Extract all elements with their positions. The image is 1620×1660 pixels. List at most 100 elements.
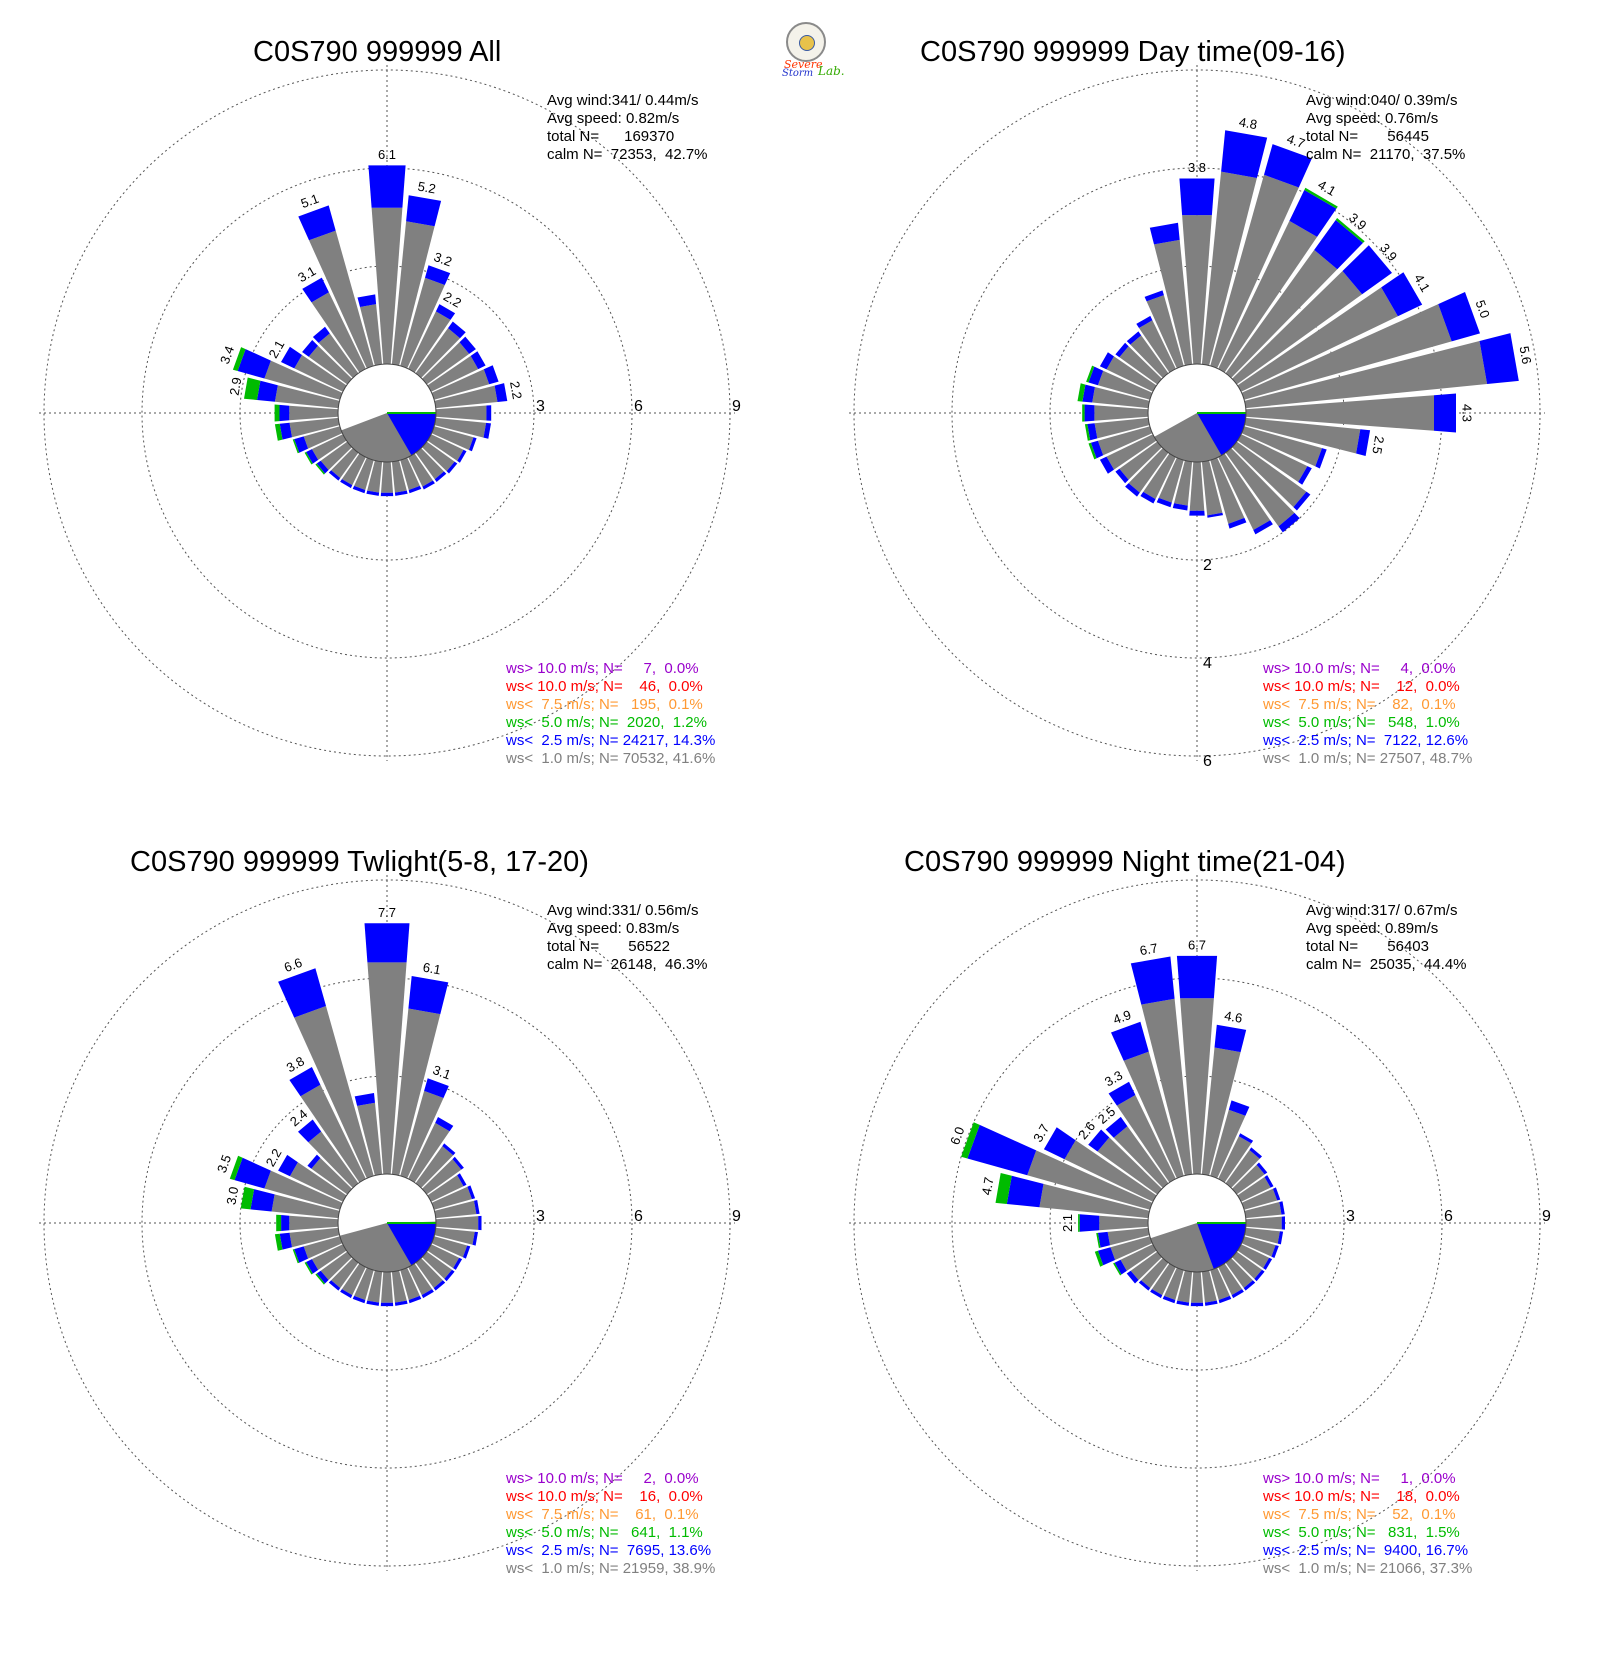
sector-bar-lt-2-5 [408,976,449,1015]
sector-bar-lt-2-5 [1263,1257,1273,1270]
sector-bar-lt-2-5 [1088,366,1104,386]
sector-bar-calm-lt-1 [435,1216,479,1230]
sector-bar-calm-lt-1 [1154,239,1193,366]
sector-bar-lt-2-5 [472,1231,478,1246]
sector-bar-calm-lt-1 [1225,249,1338,378]
sector-bar-lt-2-5 [457,449,467,463]
sector-bar-calm-lt-1 [434,1227,475,1245]
grid-ring [141,977,633,1469]
sector-bar-calm-lt-1 [431,1186,472,1210]
sector-bar-calm-lt-1 [311,292,366,373]
sector-bar-lt-2-5 [1298,466,1312,485]
sector-bar-calm-lt-1 [289,1227,340,1248]
sector-bar-lt-2-5 [1434,393,1456,433]
sector-bar-lt-5 [1088,442,1097,460]
sector-bar-calm-lt-1 [1039,1183,1150,1219]
sector-bar-lt-2-5 [1281,1216,1285,1230]
legend-ws-lt-2-5: ws< 2.5 m/s; N= 24217, 14.3% [506,732,716,749]
sector-bar-lt-2-5 [366,1300,380,1306]
ring-label: 6 [1203,753,1212,770]
sector-bar-lt-2-5 [1254,1269,1265,1282]
sector-bar-lt-2-5 [967,1124,1037,1176]
sector-bar-calm-lt-1 [1232,271,1363,385]
windrose-panel-night: 6.7 4.6 2.1 4.7 6.0 3.7 2.6 2.5 3.3 4.9 6.7 3 6 9 C0S… [810,810,1620,1640]
sector-bar-calm-lt-1 [371,207,403,365]
sector-bar-calm-lt-1 [1210,1267,1230,1300]
ring-label: 3 [1346,1208,1355,1225]
sector-bar-calm-lt-1 [1210,457,1245,524]
sector-bar-calm-lt-1 [1116,1095,1176,1183]
calm-pie-blue [1197,1223,1246,1269]
sector-bar-lt-2-5 [1162,1295,1176,1304]
sector-bar-lt-2-5 [279,1232,292,1250]
sector-bar-lt-2-5 [1099,352,1114,370]
legend-ws-lt-1: ws< 1.0 m/s; N= 70532, 41.6% [506,750,716,767]
calm-n: calm N= 26148, 46.3% [547,956,708,973]
sector-value-label: 4.7 [1285,131,1307,151]
sector-bar-calm-lt-1 [400,457,420,490]
sector-bar-calm-lt-1 [1182,215,1212,365]
legend-ws-lt-5: ws< 5.0 m/s; N= 548, 1.0% [1263,714,1460,731]
sector-bar-calm-lt-1 [1218,453,1271,530]
sector-bar-lt-2-5 [1088,1129,1110,1152]
windrose-panel-all: 6.1 5.2 3.2 2.2 2.2 2.9 3.4 2.1 3.1 5.1 3 6 9 C0S790… [0,0,810,830]
logo-word-severe: Severe [784,58,823,71]
sector-bar-calm-lt-1 [1225,448,1295,527]
sector-bar-calm-lt-1 [264,360,343,400]
sector-bar-calm-lt-1 [360,304,383,366]
sector-bar-calm-lt-1 [1141,1258,1169,1288]
legend-ws-lt-2-5: ws< 2.5 m/s; N= 9400, 16.7% [1263,1542,1469,1559]
sector-bar-lt-2-5 [1149,222,1180,245]
sector-bar-lt-2-5 [1228,1100,1250,1116]
sector-bar-lt-2-5 [483,422,491,439]
sector-bar-calm-lt-1 [367,1270,383,1303]
sector-bar-lt-2-5 [1264,144,1312,188]
sector-bar-calm-lt-1 [331,1258,359,1288]
sector-value-label: 6.6 [282,955,304,975]
legend-ws-gt-10: ws> 10.0 m/s; N= 7, 0.0% [506,660,699,677]
avg-wind: Avg wind:317/ 0.67m/s [1306,902,1458,919]
sector-bar-lt-2-5 [444,1269,455,1282]
calm-circle-border [337,363,437,463]
sector-bar-calm-lt-1 [415,1258,443,1288]
sector-bar-lt-2-5 [1125,483,1140,497]
logo-word-lab: Lab. [818,64,845,78]
sector-bar-calm-lt-1 [1241,304,1452,400]
sector-bar-lt-2-5 [1111,1021,1149,1061]
sector-bar-lt-2-5 [1099,456,1114,474]
sector-bar-calm-lt-1 [422,1251,452,1279]
sector-bar-lt-5 [276,1214,282,1232]
legend-ws-lt-10: ws< 10.0 m/s; N= 18, 0.0% [1263,1488,1460,1505]
sector-bar-lt-2-5 [468,437,477,452]
sector-bar-calm-lt-1 [1177,1270,1193,1303]
sector-bar-lt-2-5 [446,461,458,474]
sector-bar-calm-lt-1 [422,441,455,472]
sector-bar-lt-5 [1113,1262,1122,1276]
sector-bar-calm-lt-1 [1225,1150,1260,1188]
sector-bar-lt-2-5 [281,346,302,369]
sector-bar-lt-2-5 [278,968,326,1018]
sector-value-label: 3.5 [214,1153,234,1175]
ring-label: 3 [536,1208,545,1225]
sector-bar-calm-lt-1 [1241,1188,1278,1210]
sector-bar-calm-lt-1 [1218,1136,1252,1183]
sector-bar-calm-lt-1 [391,1008,441,1176]
sector-bar-calm-lt-1 [1245,395,1434,431]
sector-bar-calm-lt-1 [1099,1215,1149,1231]
sector-bar-lt-2-5 [394,1300,408,1306]
sector-bar-calm-lt-1 [1139,320,1176,373]
sector-value-label: 4.6 [1223,1008,1243,1026]
sector-bar-lt-5 [315,1273,325,1285]
sector-bar-calm-lt-1 [400,277,445,369]
sector-bar-calm-lt-1 [1143,453,1176,500]
sector-bar-calm-lt-1 [1119,441,1162,480]
speed-legend: ws> 10.0 m/s; N= 2, 0.0% ws< 10.0 m/s; N=… [506,1470,715,1578]
windrose-plot-all: 6.15.23.22.22.22.93.4 2.13.15.13 6 9 [39,65,741,761]
sector-bar-calm-lt-1 [1237,1244,1270,1269]
stats-block: Avg wind:331/ 0.56m/s Avg speed: 0.83m/s t… [547,902,708,974]
legend-ws-lt-5: ws< 5.0 m/s; N= 641, 1.1% [506,1524,703,1541]
sector-value-label: 7.7 [378,905,396,920]
sector-bar-calm-lt-1 [303,1236,343,1259]
sector-bar-calm-lt-1 [1232,441,1307,508]
sector-bar-lt-2-5 [237,349,271,379]
